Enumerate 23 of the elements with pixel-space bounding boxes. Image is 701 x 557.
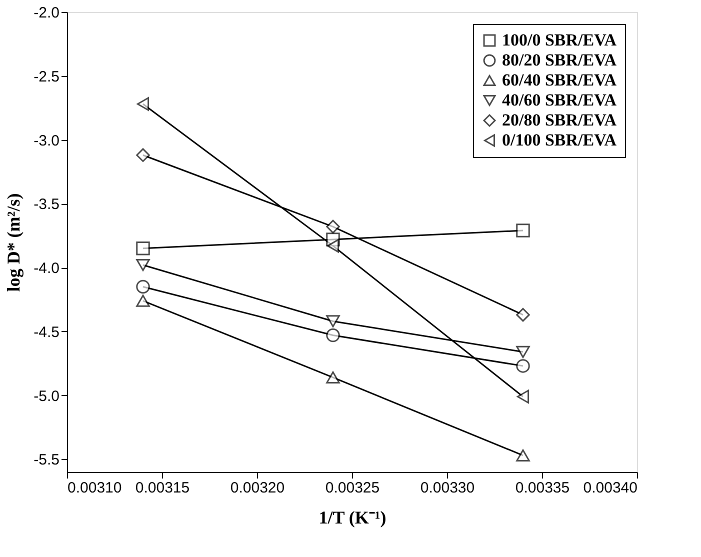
y-tick-label: -3.0 xyxy=(34,132,60,150)
x-tick-label: 0.00335 xyxy=(515,480,570,496)
x-tick-label: 0.00325 xyxy=(325,480,380,496)
x-tick-label: 0.00310 xyxy=(68,480,122,496)
legend-label: 20/80 SBR/EVA xyxy=(502,110,618,130)
y-tick-label: -4.5 xyxy=(34,324,60,341)
y-tick-label: -5.5 xyxy=(34,452,60,469)
x-tick-label: 0.00320 xyxy=(230,480,285,496)
y-tick-label: -5.0 xyxy=(34,388,60,405)
legend-label: 80/20 SBR/EVA xyxy=(502,50,618,70)
y-tick-label: -3.5 xyxy=(34,196,60,214)
x-tick-label: 0.00315 xyxy=(135,480,190,496)
x-tick-label: 0.00330 xyxy=(420,480,475,496)
y-axis-title: log D* (m²/s) xyxy=(4,193,24,292)
y-tick-label: -4.0 xyxy=(34,260,60,278)
legend-label: 60/40 SBR/EVA xyxy=(502,70,618,90)
legend-label: 100/0 SBR/EVA xyxy=(502,30,618,50)
legend-label: 40/60 SBR/EVA xyxy=(502,90,618,110)
y-tick-label: -2.5 xyxy=(34,68,60,86)
legend-label: 0/100 SBR/EVA xyxy=(502,130,618,150)
x-axis-title: 1/T (K⁻¹) xyxy=(318,508,386,528)
x-tick-label: 0.00340 xyxy=(583,480,638,496)
y-tick-label: -2.0 xyxy=(34,4,60,22)
